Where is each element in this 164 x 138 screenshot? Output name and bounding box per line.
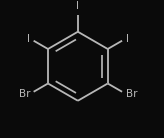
Text: I: I	[126, 34, 129, 44]
Text: I: I	[27, 34, 30, 44]
Text: I: I	[76, 1, 79, 11]
Text: Br: Br	[126, 89, 137, 99]
Text: Br: Br	[19, 89, 30, 99]
